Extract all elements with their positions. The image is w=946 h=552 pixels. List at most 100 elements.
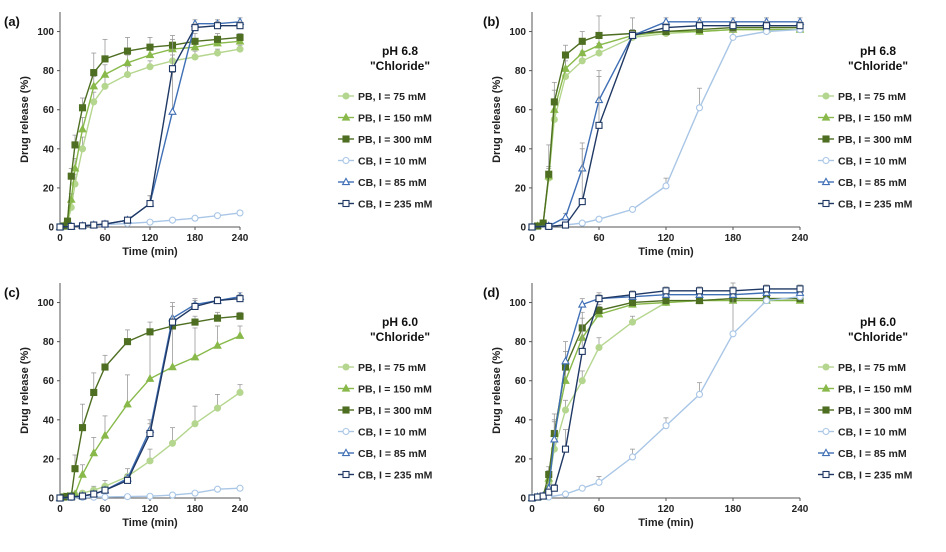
- data-point: [561, 356, 570, 365]
- legend-marker: [822, 92, 830, 100]
- x-tick-label: 60: [593, 233, 605, 244]
- legend-marker: [822, 363, 830, 371]
- y-tick-label: 20: [43, 454, 55, 465]
- data-point: [578, 219, 586, 227]
- condition-text: "Chloride": [848, 59, 908, 73]
- data-point: [101, 363, 109, 371]
- legend-item: PB, I = 75 mM: [338, 362, 426, 374]
- legend-item: CB, I = 235 mM: [338, 198, 433, 210]
- legend-label: CB, I = 235 mM: [358, 469, 433, 481]
- data-point: [168, 65, 177, 73]
- data-point: [578, 377, 586, 385]
- y-tick-label: 80: [515, 337, 527, 348]
- y-tick-label: 20: [515, 183, 527, 194]
- data-point: [213, 22, 222, 30]
- data-point: [67, 493, 75, 501]
- legend-marker: [342, 470, 350, 479]
- y-tick-label: 60: [43, 105, 55, 116]
- x-tick-label: 0: [57, 504, 63, 515]
- legend-item: CB, I = 10 mM: [338, 155, 427, 167]
- data-point: [146, 457, 154, 465]
- series-6: [56, 21, 244, 231]
- data-point: [578, 484, 586, 492]
- data-point: [123, 493, 132, 501]
- data-point: [78, 145, 87, 153]
- chart-panel-3: (c) 0 20 40 60 80 100 0 60 120 180 240 Time (min) Dru…: [4, 283, 433, 529]
- data-point: [578, 57, 586, 65]
- x-tick-label: 60: [99, 504, 111, 515]
- legend-marker: [342, 156, 350, 165]
- data-point: [70, 163, 80, 172]
- legend-item: CB, I = 235 mM: [818, 469, 913, 481]
- legend-marker: [822, 135, 830, 143]
- data-point: [63, 217, 72, 225]
- legend-marker: [342, 406, 350, 414]
- y-tick-label: 100: [509, 27, 526, 38]
- data-point: [145, 50, 155, 59]
- data-point: [528, 223, 536, 231]
- data-point: [595, 306, 603, 314]
- data-point: [56, 223, 64, 231]
- condition-text: pH 6.8: [860, 44, 896, 58]
- data-point: [168, 362, 177, 371]
- legend-item: PB, I = 150 mM: [338, 112, 432, 124]
- legend-label: PB, I = 150 mM: [838, 112, 912, 124]
- data-point: [123, 399, 132, 408]
- legend-marker: [342, 135, 350, 143]
- legend-label: CB, I = 10 mM: [358, 426, 427, 438]
- legend: PB, I = 75 mM PB, I = 150 mM PB, I = 300 m…: [338, 91, 433, 210]
- y-tick-label: 40: [43, 415, 55, 426]
- legend-item: CB, I = 85 mM: [818, 177, 907, 189]
- data-point: [168, 106, 177, 115]
- data-point: [561, 445, 570, 453]
- y-axis-label: Drug release (%): [491, 76, 503, 163]
- data-point: [146, 492, 154, 500]
- data-point: [146, 199, 154, 208]
- legend-marker: [822, 427, 830, 436]
- data-point: [146, 328, 154, 336]
- panel-label: (d): [483, 285, 500, 300]
- data-point: [213, 485, 222, 493]
- data-point: [595, 343, 603, 352]
- data-point: [662, 24, 670, 32]
- series-6: [56, 294, 244, 502]
- legend-item: PB, I = 75 mM: [338, 91, 426, 103]
- data-point: [578, 347, 586, 355]
- y-tick-label: 20: [515, 454, 527, 465]
- condition-text: pH 6.0: [860, 315, 896, 329]
- x-tick-label: 120: [142, 233, 159, 244]
- data-point: [100, 69, 110, 78]
- data-point: [762, 297, 771, 305]
- data-point: [71, 465, 79, 473]
- data-point: [101, 55, 109, 63]
- condition-text: "Chloride": [370, 330, 430, 344]
- x-tick-label: 180: [725, 504, 742, 515]
- series-line: [531, 26, 800, 228]
- x-tick-label: 120: [142, 504, 159, 515]
- data-point: [695, 287, 704, 295]
- data-point: [146, 43, 154, 51]
- data-point: [595, 31, 603, 40]
- panel-label: (c): [4, 285, 20, 300]
- series-6: [528, 284, 804, 502]
- series-3: [56, 33, 244, 231]
- legend-label: PB, I = 75 mM: [838, 91, 906, 103]
- data-point: [561, 221, 570, 229]
- series-4: [528, 25, 804, 231]
- data-point: [561, 212, 570, 221]
- legend-item: CB, I = 10 mM: [338, 426, 427, 438]
- data-point: [168, 318, 177, 326]
- legend-item: PB, I = 300 mM: [818, 405, 912, 417]
- x-tick-label: 60: [99, 233, 111, 244]
- series-3: [528, 294, 804, 502]
- x-axis-label: Time (min): [638, 246, 694, 258]
- legend-label: CB, I = 235 mM: [838, 198, 913, 210]
- legend-marker: [822, 406, 830, 414]
- data-point: [213, 314, 222, 322]
- data-point: [101, 493, 109, 501]
- legend-marker: [341, 177, 351, 186]
- y-tick-label: 100: [37, 298, 54, 309]
- data-point: [236, 312, 244, 320]
- data-point: [90, 490, 98, 498]
- data-point: [213, 404, 222, 412]
